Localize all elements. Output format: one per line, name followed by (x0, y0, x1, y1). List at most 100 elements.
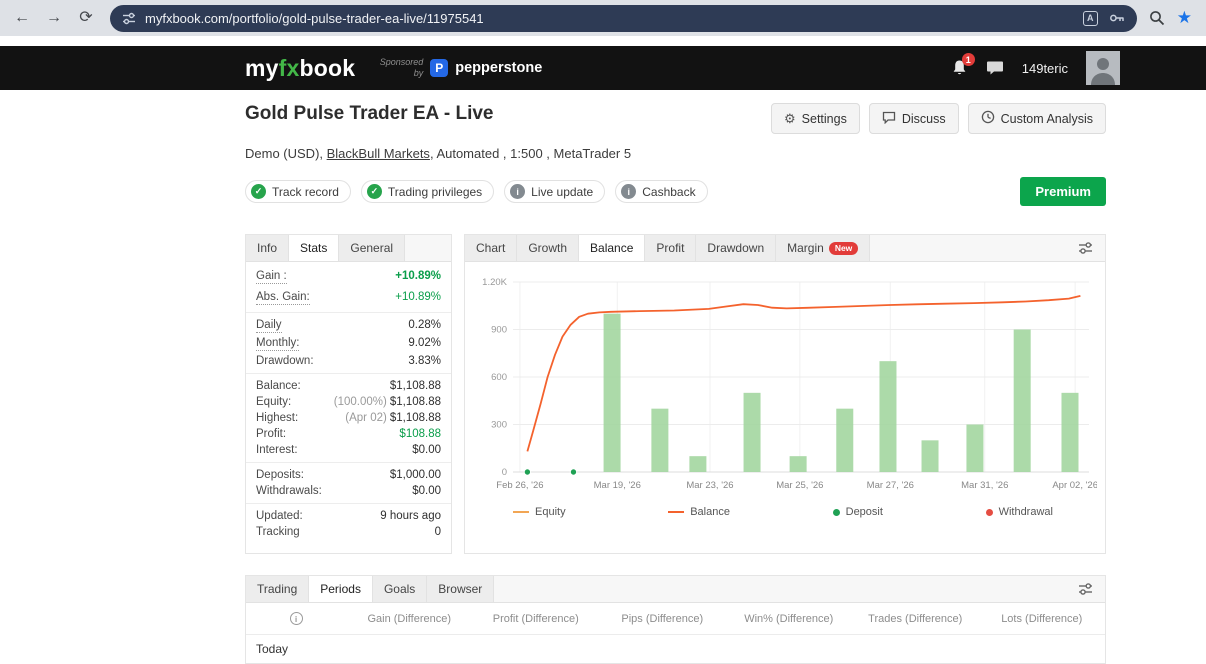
stats-panel: Info Stats General Gain : +10.89% Abs. Ga… (245, 234, 452, 554)
legend-swatch (513, 511, 529, 513)
tab-chart[interactable]: Chart (465, 235, 518, 261)
stat-row-gain: Gain : +10.89% (256, 269, 441, 284)
column-header: Lots (Difference) (1001, 612, 1083, 625)
tab-goals[interactable]: Goals (372, 576, 428, 602)
badge-live-update[interactable]: i Live update (504, 180, 606, 203)
tab-profit[interactable]: Profit (645, 235, 697, 261)
pepperstone-logo-icon: P (430, 59, 449, 77)
legend-label: Equity (535, 506, 566, 518)
site-info-icon[interactable] (122, 12, 136, 25)
svg-text:900: 900 (491, 325, 507, 336)
refresh-icon[interactable]: ⟳ (79, 9, 93, 26)
periods-panel: Trading Periods Goals Browser i Gain (Di… (245, 575, 1106, 664)
translate-icon[interactable]: A (1082, 10, 1098, 26)
column-header: Gain (Difference) (367, 612, 452, 625)
sponsored-by-text: Sponsored by (379, 57, 424, 78)
sponsor-name[interactable]: pepperstone (455, 60, 543, 76)
stat-row-profit: Profit: $108.88 (256, 428, 441, 440)
legend-swatch (832, 508, 840, 516)
forward-icon[interactable]: → (46, 9, 62, 26)
svg-text:600: 600 (491, 372, 507, 383)
badge-trading-privileges[interactable]: ✓ Trading privileges (360, 180, 495, 203)
tab-margin[interactable]: Margin New (776, 235, 871, 261)
svg-text:1.20K: 1.20K (482, 277, 507, 288)
page-title: Gold Pulse Trader EA - Live (245, 103, 494, 124)
column-header: Pips (Difference) (621, 612, 704, 625)
table-row-today: Today (256, 642, 289, 656)
tab-stats[interactable]: Stats (289, 235, 340, 261)
tab-browser[interactable]: Browser (427, 576, 495, 602)
stat-row-updated: Updated: 9 hours ago (256, 510, 441, 522)
clock-icon (981, 110, 995, 127)
periods-table-header: i Gain (Difference) Profit (Difference) … (246, 603, 1105, 635)
svg-text:Feb 26, '26: Feb 26, '26 (496, 480, 543, 491)
chart-settings-icon[interactable] (1066, 235, 1105, 261)
zoom-icon[interactable] (1149, 10, 1165, 26)
site-header: myfxbook Sponsored by P pepperstone 1 14… (0, 46, 1206, 90)
broker-link[interactable]: BlackBull Markets (326, 146, 430, 161)
discuss-button[interactable]: Discuss (868, 103, 959, 134)
premium-button[interactable]: Premium (1020, 177, 1106, 206)
legend-label: Withdrawal (998, 506, 1053, 518)
svg-text:Mar 31, '26: Mar 31, '26 (961, 480, 1008, 491)
myfxbook-logo[interactable]: myfxbook (245, 54, 356, 81)
avatar[interactable] (1086, 51, 1120, 85)
badge-cashback[interactable]: i Cashback (615, 180, 708, 203)
info-icon[interactable]: i (289, 612, 303, 625)
svg-text:Mar 23, '26: Mar 23, '26 (686, 480, 733, 491)
custom-analysis-button[interactable]: Custom Analysis (967, 103, 1106, 134)
new-badge: New (828, 241, 859, 255)
chart-svg[interactable]: Feb 26, '26 Mar 19, '26 Mar 23, '26 Mar 25,… (469, 272, 1097, 500)
notifications-button[interactable]: 1 (951, 53, 975, 77)
balance-chart[interactable]: Feb 26, '26 Mar 19, '26 Mar 23, '26 Mar 25,… (465, 262, 1105, 518)
sponsor-block: Sponsored by P pepperstone (371, 57, 543, 79)
svg-text:Mar 19, '26: Mar 19, '26 (594, 480, 641, 491)
periods-settings-icon[interactable] (1066, 576, 1105, 602)
account-subtitle: Demo (USD), BlackBull Markets, Automated… (245, 146, 632, 161)
stat-row-interest: Interest: $0.00 (256, 444, 441, 456)
address-bar[interactable]: myfxbook.com/portfolio/gold-pulse-trader… (110, 4, 1137, 32)
legend-swatch (668, 511, 685, 513)
legend-item-deposit[interactable]: Deposit (832, 506, 883, 518)
legend-item-balance[interactable]: Balance (668, 506, 730, 518)
svg-text:Apr 02, '26: Apr 02, '26 (1052, 480, 1097, 491)
tab-general[interactable]: General (339, 235, 406, 261)
url-text[interactable]: myfxbook.com/portfolio/gold-pulse-trader… (145, 10, 484, 26)
bookmark-star-icon[interactable]: ★ (1176, 8, 1192, 27)
badge-track-record[interactable]: ✓ Track record (245, 180, 351, 203)
stat-row-daily: Daily 0.28% (256, 319, 441, 333)
settings-button[interactable]: ⚙ Settings (771, 103, 860, 134)
column-header: Trades (Difference) (868, 612, 963, 625)
info-icon: i (621, 184, 637, 199)
legend-item-withdrawal[interactable]: Withdrawal (985, 506, 1053, 518)
stat-row-balance: Balance: $1,108.88 (256, 380, 441, 392)
stat-row-withdrawals: Withdrawals: $0.00 (256, 485, 441, 497)
legend-item-equity[interactable]: Equity (513, 506, 566, 518)
stat-row-tracking: Tracking 0 (256, 526, 441, 538)
tab-trading[interactable]: Trading (246, 576, 310, 602)
avatar-image (1086, 51, 1120, 85)
svg-text:Mar 27, '26: Mar 27, '26 (867, 480, 914, 491)
speech-bubble-icon (882, 111, 896, 127)
column-header: Win% (Difference) (744, 612, 834, 625)
legend-label: Balance (690, 506, 730, 518)
chart-legend: Equity Balance Deposit Withdrawal (513, 506, 1053, 518)
check-icon: ✓ (366, 184, 382, 199)
tab-drawdown[interactable]: Drawdown (696, 235, 777, 261)
tab-growth[interactable]: Growth (517, 235, 580, 261)
tab-balance[interactable]: Balance (579, 235, 646, 261)
key-icon[interactable] (1109, 11, 1125, 25)
back-icon[interactable]: ← (14, 9, 30, 26)
username[interactable]: 149teric (1021, 60, 1068, 76)
tab-info[interactable]: Info (246, 235, 290, 261)
svg-text:0: 0 (502, 467, 507, 478)
stat-row-equity: Equity: (100.00%) $1,108.88 (256, 396, 441, 408)
messages-icon[interactable] (986, 60, 1004, 76)
stat-row-drawdown: Drawdown: 3.83% (256, 355, 441, 367)
tab-periods[interactable]: Periods (309, 576, 373, 602)
svg-text:300: 300 (491, 420, 507, 431)
stat-row-deposits: Deposits: $1,000.00 (256, 469, 441, 481)
column-header: Profit (Difference) (492, 612, 579, 625)
stat-row-abs-gain: Abs. Gain: +10.89% (256, 290, 441, 305)
stat-row-monthly: Monthly: 9.02% (256, 337, 441, 351)
